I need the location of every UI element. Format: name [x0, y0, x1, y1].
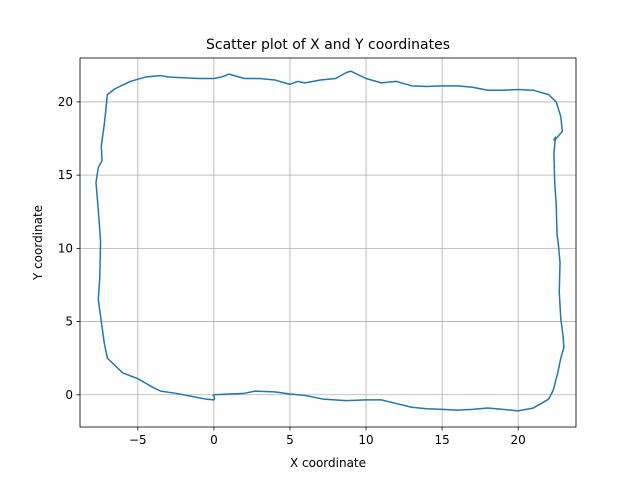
x-tick-label: −5	[129, 433, 147, 447]
x-axis-label: X coordinate	[290, 456, 366, 470]
y-tick-label: 10	[58, 241, 73, 255]
series-layer	[95, 70, 565, 412]
y-tick-label: 20	[58, 95, 73, 109]
chart-title: Scatter plot of X and Y coordinates	[206, 37, 450, 53]
x-tick-label: 5	[286, 433, 294, 447]
x-tick-label: 10	[358, 433, 373, 447]
plot-frame	[79, 57, 577, 428]
y-axis-label: Y coordinate	[31, 205, 45, 281]
ticks: −5 0 5 10 15 20 0 5 10 15 20	[58, 95, 526, 447]
grid	[80, 58, 576, 427]
x-tick-label: 20	[511, 433, 526, 447]
y-tick-label: 5	[65, 315, 73, 329]
y-tick-label: 0	[65, 388, 73, 402]
x-tick-label: 15	[434, 433, 449, 447]
series-line	[95, 70, 565, 412]
y-tick-label: 15	[58, 168, 73, 182]
x-tick-label: 0	[210, 433, 218, 447]
